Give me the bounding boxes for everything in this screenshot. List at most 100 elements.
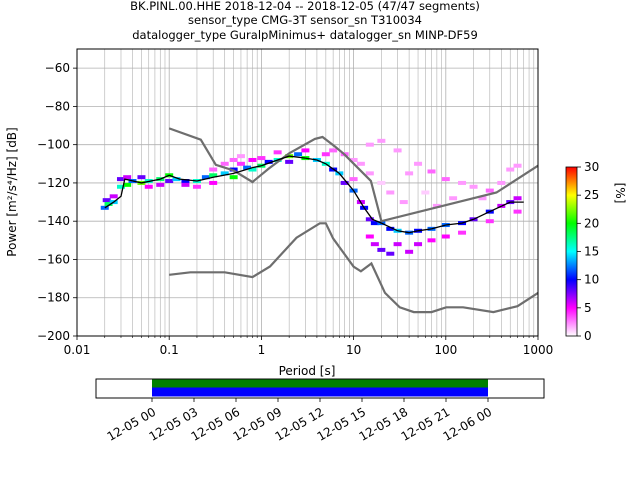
pdf-cell [181,179,190,184]
pdf-cell [386,226,395,231]
pdf-cell [427,169,436,174]
colorbar-body [565,166,578,337]
pdf-cell [285,159,294,164]
pdf-cell [209,173,218,178]
colorbar-tick-label: 20 [584,216,599,230]
pdf-cell [441,177,450,182]
pdf-cell [497,180,506,185]
pdf-cell [421,190,430,195]
pdf-cell [257,156,266,161]
pdf-cell [123,175,132,180]
title-line-1: BK.PINL.00.HHE 2018-12-04 -- 2018-12-05 … [130,0,480,13]
pdf-cell [109,194,118,199]
pdf-cell [513,196,522,201]
pdf-cell [370,221,379,226]
pdf-cell [386,190,395,195]
pdf-cell [264,159,273,164]
pdf-cell [506,167,515,172]
nhnm-line [168,127,539,223]
pdf-cell [405,171,414,176]
pdf-cell [377,138,386,143]
pdf-cell [458,180,467,185]
pdf-cell [370,242,379,247]
colorbar: 0 5 10 15 20 25 30 [565,160,599,343]
pdf-cell [441,234,450,239]
pdf-cell [192,184,201,189]
pdf-cell [365,142,374,147]
chart-title: BK.PINL.00.HHE 2018-12-04 -- 2018-12-05 … [130,0,480,42]
pdf-cell [393,242,402,247]
x-tick-label: 100 [434,343,457,357]
pdf-cell [104,201,113,206]
pdf-cell [100,205,109,210]
y-tick-label: −80 [45,99,70,113]
pdf-cell [513,209,522,214]
pdf-cell [386,251,395,256]
x-tick-label: 1 [258,343,266,357]
y-tick-label: −60 [45,61,70,75]
x-tick-label: 0.1 [160,343,179,357]
pdf-cell [329,148,338,153]
pdf-cell [458,230,467,235]
y-tick-label: −160 [37,252,70,266]
plot-frame [76,48,539,337]
pdf-cell [449,196,458,201]
colorbar-tick-label: 10 [584,273,599,287]
pdf-cell [123,182,132,187]
pdf-cell [116,177,125,182]
pdf-cell [365,217,374,222]
pdf-cell [102,198,111,203]
pdf-cell [165,179,174,184]
pdf-cell [137,175,146,180]
colorbar-tick-label: 30 [584,160,599,174]
pdf-cell [377,180,386,185]
pdf-cell [209,180,218,185]
pdf-cell [469,184,478,189]
colorbar-tick-label: 15 [584,245,599,259]
pdf-cells [100,138,522,256]
y-tick-label: −140 [37,214,70,228]
pdf-cell [229,157,238,162]
x-tick-label: 1000 [523,343,554,357]
pdf-cell [349,177,358,182]
pdf-cell [414,161,423,166]
y-tick-label: −120 [37,176,70,190]
x-tick-label: 10 [346,343,361,357]
pdf-cell [427,238,436,243]
pdf-cell [220,171,229,176]
pdf-cell [248,157,257,162]
colorbar-label: [%] [613,183,627,204]
nlnm-line [169,222,539,314]
pdf-cell [365,171,374,176]
pdf-cell [209,167,218,172]
mode-curve [104,155,524,234]
x-tick-label: 0.01 [64,343,91,357]
coverage-band-green [152,379,488,388]
pdf-cell [405,249,414,254]
pdf-cell [116,184,125,189]
y-tick-label: −200 [37,329,70,343]
pdf-cell [513,163,522,168]
pdf-cell [236,161,245,166]
y-tick-label: −180 [37,291,70,305]
title-line-3: datalogger_type GuralpMinimus+ datalogge… [132,28,478,42]
pdf-cell [236,154,245,159]
pdf-cell [485,219,494,224]
mode-line [104,155,524,234]
pdf-cell [243,165,252,170]
pdf-cell [365,234,374,239]
pdf-cell [248,167,257,172]
colorbar-tick-label: 0 [584,329,592,343]
grid [76,49,538,337]
pdf-cell [478,196,487,201]
y-axis-label: Power [m²/s⁴/Hz] [dB] [5,127,19,256]
x-axis-label: Period [s] [279,364,336,378]
pdf-cell [156,182,165,187]
pdf-cell [377,247,386,252]
pdf-cell [294,152,303,157]
pdf-cell [181,182,190,187]
x-axis-ticks: 0.01 0.1 1 10 100 1000 [64,336,554,357]
pdf-cell [172,177,181,182]
